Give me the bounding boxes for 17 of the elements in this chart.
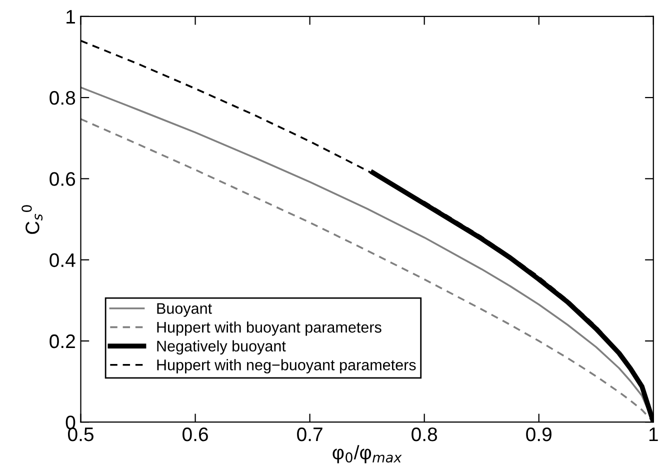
y-tick-label: 0.8: [50, 91, 76, 105]
x-tick-label: 0.7: [297, 427, 322, 442]
x-tick-label: 0.5: [68, 427, 94, 442]
y-tick-label: 0.2: [50, 334, 75, 348]
y-tick-label: 0.6: [50, 172, 76, 186]
legend-label: Buoyant: [157, 303, 212, 317]
x-tick-label: 0.9: [526, 427, 552, 442]
y-tick-label: 0.4: [50, 253, 76, 268]
legend-label: Negatively buoyant: [157, 340, 286, 355]
legend-label: Huppert with neg−buoyant parameters: [157, 359, 416, 374]
y-axis-title: C$_{s}$$^{0}$: [22, 205, 43, 234]
legend-label: Huppert with buoyant parameters: [157, 321, 382, 336]
x-tick-label: 1: [649, 428, 658, 442]
x-axis-title: φ$_{0}$/φ$_{max}$: [332, 445, 402, 464]
y-tick-label: 1: [66, 10, 75, 24]
x-tick-label: 0.8: [412, 427, 438, 442]
x-tick-label: 0.6: [182, 427, 208, 442]
